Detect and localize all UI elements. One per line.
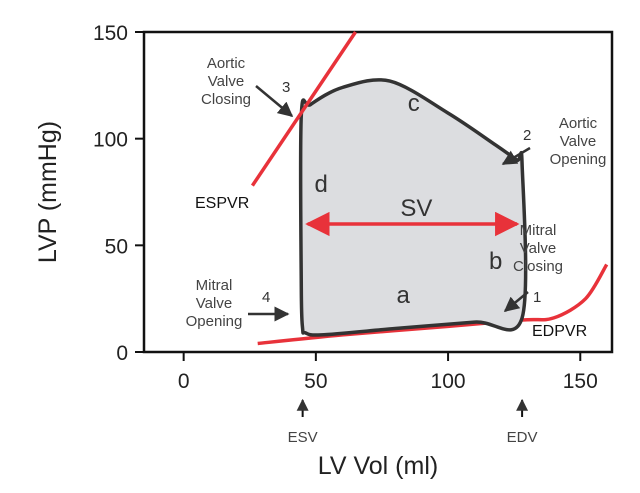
edpvr-label: EDPVR bbox=[532, 323, 587, 340]
espvr-line bbox=[250, 31, 357, 187]
region-label-c: c bbox=[408, 90, 420, 117]
x-axis-ticks: 0 50 100 150 bbox=[178, 352, 598, 393]
y-tick-label: 0 bbox=[116, 342, 128, 365]
marker-edv: EDV bbox=[507, 398, 538, 446]
annotation-arrow bbox=[503, 291, 529, 312]
x-tick-label: 100 bbox=[431, 370, 466, 393]
x-tick-label: 150 bbox=[563, 370, 598, 393]
y-tick-label: 100 bbox=[93, 129, 128, 152]
marker-esv: ESV bbox=[288, 398, 318, 446]
region-label-d: d bbox=[314, 171, 327, 198]
annotation-arrow bbox=[255, 85, 294, 117]
annotation-number: 2 bbox=[523, 127, 531, 144]
annotation-number: 4 bbox=[262, 289, 270, 306]
region-label-b: b bbox=[489, 248, 502, 275]
annotation-2: Aortic Valve Opening 2 bbox=[501, 115, 607, 168]
marker-label: ESV bbox=[288, 429, 318, 446]
annotation-number: 1 bbox=[533, 289, 541, 306]
x-axis-title: LV Vol (ml) bbox=[318, 452, 438, 480]
x-tick-label: 0 bbox=[178, 370, 190, 393]
annotation-arrow bbox=[501, 146, 531, 166]
annotation-1: Mitral Valve Closing 1 bbox=[503, 222, 563, 312]
x-tick-label: 50 bbox=[304, 370, 327, 393]
region-label-a: a bbox=[396, 282, 410, 309]
marker-label: EDV bbox=[507, 429, 538, 446]
region-labels: a b c d bbox=[314, 90, 502, 309]
sv-label: SV bbox=[400, 195, 432, 222]
y-tick-label: 50 bbox=[105, 235, 128, 258]
annotation-number: 3 bbox=[282, 79, 290, 96]
annotation-text: Mitral Valve Closing bbox=[513, 222, 563, 275]
y-axis-title: LVP (mmHg) bbox=[34, 121, 62, 263]
espvr-label: ESPVR bbox=[195, 195, 249, 212]
annotation-3: Aortic Valve Closing 3 bbox=[201, 55, 294, 117]
y-axis-ticks: 0 50 100 150 bbox=[93, 22, 144, 365]
volume-markers: ESV EDV bbox=[288, 398, 538, 446]
annotation-text: Aortic Valve Closing bbox=[201, 55, 251, 108]
annotation-text: Aortic Valve Opening bbox=[550, 115, 607, 168]
annotation-text: Mitral Valve Opening bbox=[186, 277, 243, 330]
annotation-4: Mitral Valve Opening 4 bbox=[186, 277, 290, 330]
y-tick-label: 150 bbox=[93, 22, 128, 45]
